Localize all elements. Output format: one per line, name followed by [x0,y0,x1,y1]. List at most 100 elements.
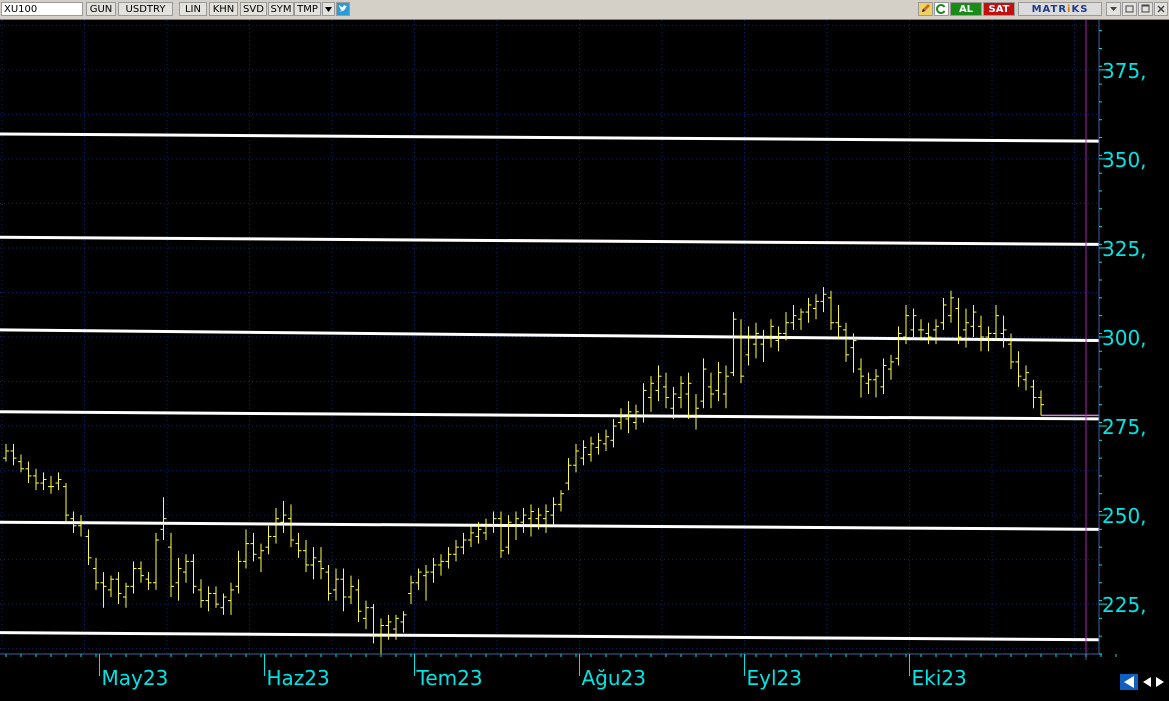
symbol-field[interactable]: XU100 [1,2,83,16]
close-icon[interactable] [1154,2,1168,16]
ohlc-bar [505,515,512,555]
ohlc-bar [138,561,144,583]
ohlc-bar [655,365,662,402]
twitter-bird-icon[interactable] [336,2,350,16]
x-tick-label: Tem23 [416,666,483,690]
ohlc-bar [310,547,317,580]
ohlc-bar [520,507,527,533]
ohlc-bar [558,490,564,512]
x-tick-label: May23 [102,666,169,690]
ohlc-bar [243,529,249,569]
ohlc-bar [918,319,924,341]
ohlc-bar [220,593,227,615]
ohlc-bar [940,297,947,330]
ohlc-bar [528,504,534,537]
ohlc-bar [460,532,467,555]
ohlc-bar [55,472,62,491]
ohlc-bar [363,600,369,630]
ohlc-bar [888,354,894,380]
y-tick-label: 325, [1102,237,1147,261]
ohlc-bar [828,290,834,330]
scroll-left-arrow [1124,676,1134,688]
ohlc-bar [925,322,932,345]
ohlc-bar [565,458,572,491]
period-button[interactable]: GUN [86,2,116,16]
ohlc-bar [25,461,32,484]
buy-button[interactable]: AL [950,2,982,16]
chart-toolbar: XU100 GUN USDTRY LIN KHN SVD SYM TMP AL … [0,0,1169,20]
ohlc-bar [693,393,699,430]
sell-button[interactable]: SAT [983,2,1015,16]
ohlc-bar [355,579,362,622]
ohlc-bar [468,525,474,548]
ohlc-bar [903,304,909,345]
ohlc-bar [1030,379,1037,409]
ohlc-bar [873,369,879,398]
ohlc-bar [678,376,684,409]
ohlc-bar [393,614,399,640]
khn-button[interactable]: KHN [209,2,238,16]
y-tick-label: 350, [1102,148,1147,172]
ohlc-bar [3,443,9,462]
ohlc-bar [18,454,24,473]
y-tick-label: 275, [1102,415,1147,439]
tmp-button[interactable]: TMP [294,2,321,16]
linear-scale-button[interactable]: LIN [179,2,207,16]
sym-button[interactable]: SYM [268,2,294,16]
ohlc-bar [955,297,962,345]
ohlc-bar [700,358,707,409]
ohlc-bar [738,319,744,384]
pencil-icon[interactable] [918,2,933,16]
ohlc-bar [430,557,437,583]
currency-button[interactable]: USDTRY [118,2,173,16]
ohlc-bar [273,507,279,544]
dropdown-arrow-icon[interactable] [322,2,335,16]
ohlc-bar [1015,351,1022,387]
maximize-icon[interactable] [1138,2,1153,16]
ohlc-bar [993,304,999,341]
ohlc-bar [183,554,189,583]
minimize-icon[interactable] [1106,2,1121,16]
ohlc-bar [198,579,204,608]
ohlc-bar [408,575,414,605]
restore-icon[interactable] [1122,2,1137,16]
ohlc-bar [580,440,587,466]
ohlc-bar [843,322,849,362]
trendline-3 [0,328,1100,343]
refresh-icon[interactable] [934,2,949,16]
ohlc-bar [145,572,152,590]
ohlc-bar [483,518,489,541]
trendline-4 [0,410,1100,421]
ohlc-bar [970,304,977,337]
ohlc-bar [78,515,84,537]
ohlc-bar [333,568,339,601]
ohlc-bar [783,312,789,341]
ohlc-bar [948,290,954,323]
ohlc-bar [978,315,984,352]
ohlc-bar [70,511,77,533]
price-chart[interactable]: 225, 250, 275, 300, 325, 350, 375, May23 Haz23 Te… [0,20,1169,696]
ohlc-bar [835,304,842,337]
ohlc-bar [910,308,917,337]
ohlc-bar [438,554,444,576]
ohlc-bar [798,308,804,330]
scroll-arrows [1120,674,1164,690]
brand-logo: MATRiKS [1018,2,1102,16]
ohlc-bar [340,568,347,612]
ohlc-bar [715,361,722,402]
svd-button[interactable]: SVD [240,2,267,16]
ohlc-bar [963,308,969,348]
price-chart-svg[interactable]: 225, 250, 275, 300, 325, 350, 375, May23 Haz23 Te… [0,20,1169,696]
ohlc-bar [445,547,452,569]
ohlc-bar [610,418,617,448]
ohlc-bar [63,483,69,523]
ohlc-bar [348,575,354,605]
trendline-5 [0,520,1100,531]
ohlc-bar [108,575,114,598]
axis-layer: 225, 250, 275, 300, 325, 350, 375, May23 Haz23 Te… [0,20,1164,690]
ohlc-bar [1038,390,1044,416]
ohlc-bar [768,319,774,348]
ohlc-bar [288,504,294,548]
ohlc-bar [205,586,212,612]
ohlc-bar [775,326,782,352]
